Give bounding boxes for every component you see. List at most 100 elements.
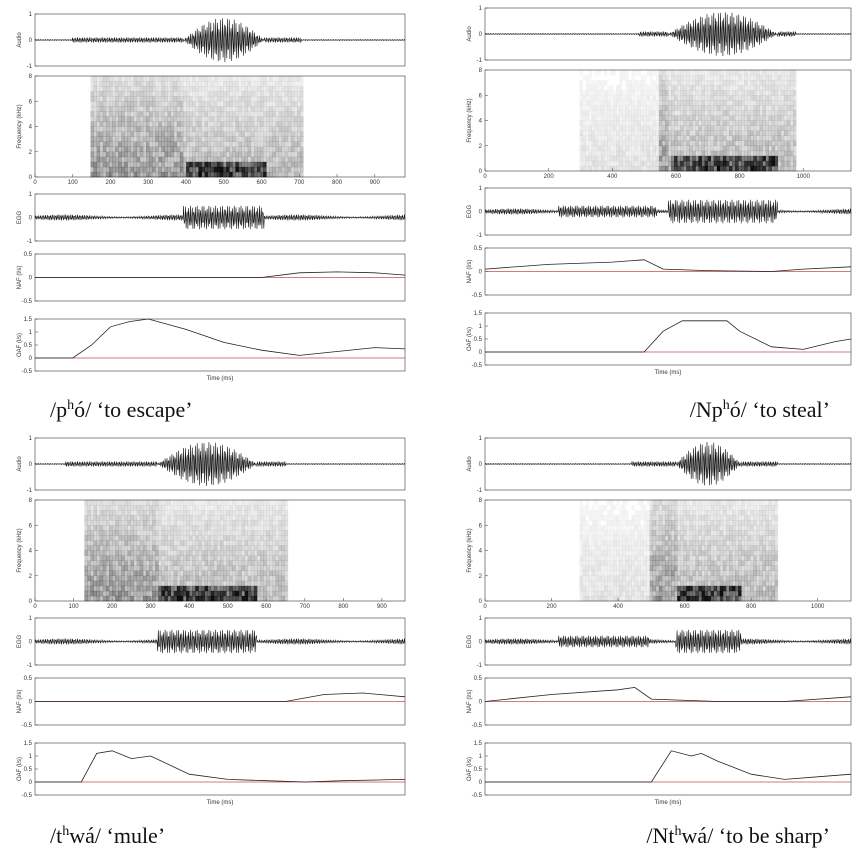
spectrogram-cell [198, 156, 202, 163]
y-tick-label: 1 [29, 754, 33, 760]
spectrogram-cell [668, 575, 672, 582]
spectrogram-cell [257, 560, 261, 566]
spectrogram-cell [102, 575, 107, 582]
spectrogram-cell [649, 90, 654, 96]
spectrogram-cell [213, 540, 218, 546]
spectrogram-cell [275, 580, 279, 587]
spectrogram-cell [607, 535, 611, 541]
spectrogram-cell [588, 95, 593, 101]
spectrogram-cell [235, 166, 239, 173]
spectrogram-cell [664, 555, 669, 561]
spectrogram-cell [600, 145, 605, 152]
spectrogram-cell [164, 86, 168, 92]
spectrogram-cell [628, 140, 632, 147]
spectrogram-cell [686, 155, 690, 162]
spectrogram-cell [102, 550, 107, 556]
spectrogram-cell [762, 115, 766, 121]
spectrogram-cell [247, 121, 252, 127]
spectrogram-cell [616, 535, 620, 541]
spectrogram-cell [771, 135, 776, 141]
spectrogram-cell [664, 95, 669, 101]
spectrogram-cell [266, 86, 270, 92]
spectrogram-cell [735, 130, 739, 136]
spectrogram-cell [607, 115, 611, 121]
spectrogram-cell [647, 500, 650, 505]
spectrogram-cell [710, 140, 715, 147]
spectrogram-cell [158, 136, 162, 142]
spectrogram-cell [192, 590, 196, 597]
spectrogram-cell [149, 530, 153, 536]
spectrogram-cell [186, 585, 190, 592]
spectrogram-cell [176, 565, 181, 571]
spectrogram-cell [241, 525, 245, 531]
spectrogram-cell [115, 76, 119, 82]
spectrogram-cell [646, 125, 650, 131]
spectrogram-cell [244, 580, 249, 587]
spectrogram-cell [695, 155, 699, 162]
spectrogram-cell [121, 111, 125, 117]
spectrogram-cell [229, 545, 233, 551]
y-tick-label: 4 [479, 119, 483, 125]
spectrogram-cell [146, 121, 150, 127]
spectrogram-cell [136, 545, 141, 551]
spectrogram-cell [220, 106, 224, 112]
spectrogram-cell [124, 565, 128, 571]
spectrogram-cell [747, 130, 751, 136]
spectrogram-cell [297, 86, 301, 92]
spectrogram-cell [738, 145, 742, 152]
spectrogram-cell [93, 505, 97, 511]
spectrogram-cell [783, 135, 788, 141]
spectrogram-cell [643, 95, 647, 101]
spectrogram-cell [223, 101, 227, 107]
plot-frame [34, 742, 406, 796]
spectrogram-cell [668, 100, 672, 106]
spectrogram-cell [109, 126, 113, 132]
y-tick-label: -1 [477, 58, 483, 64]
spectrogram-cell [238, 565, 242, 571]
spectrogram-cell [622, 590, 626, 597]
spectrogram-cell [591, 145, 596, 152]
spectrogram-cell [183, 111, 187, 117]
spectrogram-cell [207, 136, 212, 142]
spectrogram-cell [722, 100, 727, 106]
spectrogram-cell [152, 146, 156, 153]
spectrogram-cell [771, 95, 776, 101]
spectrogram-cell [622, 505, 626, 511]
spectrogram-cell [257, 151, 261, 158]
spectrogram-cell [732, 100, 736, 106]
spectrogram-cell [207, 166, 212, 173]
y-tick-label: 0 [479, 270, 483, 276]
spectrogram-cell [161, 151, 165, 158]
spectrogram-cell [658, 145, 663, 152]
spectrogram-cell [622, 500, 626, 506]
spectrogram-cell [294, 96, 298, 102]
y-tick-label: 1 [29, 616, 33, 622]
spectrogram-cell [640, 550, 644, 556]
spectrogram-cell [241, 81, 245, 87]
spectrogram-cell [173, 101, 178, 107]
spectrogram-cell [173, 146, 178, 153]
spectrogram-cell [167, 116, 171, 122]
spectrogram-cell [634, 105, 638, 111]
spectrogram-cell [142, 530, 147, 536]
spectrogram-cell [223, 585, 227, 592]
y-tick-label: 0 [479, 210, 483, 216]
spectrogram-cell [260, 560, 264, 566]
spectrogram-cell [713, 105, 718, 111]
spectrogram-cell [658, 155, 663, 162]
spectrogram-cell [232, 156, 236, 163]
spectrogram-cell [102, 595, 107, 602]
spectrogram-cell [93, 580, 97, 587]
spectrogram-cell [204, 510, 208, 516]
spectrogram-cell [613, 530, 617, 536]
spectrogram-cell [588, 155, 593, 162]
spectrogram-cell [594, 140, 599, 147]
spectrogram-cell [192, 166, 196, 173]
spectrogram-cell [213, 131, 218, 137]
spectrogram-cell [771, 165, 776, 172]
spectrogram-cell [588, 545, 593, 551]
spectrogram-cell [765, 80, 769, 86]
spectrogram-cell [594, 155, 599, 162]
spectrogram-cell [269, 555, 273, 561]
spectrogram-cell [591, 560, 596, 566]
